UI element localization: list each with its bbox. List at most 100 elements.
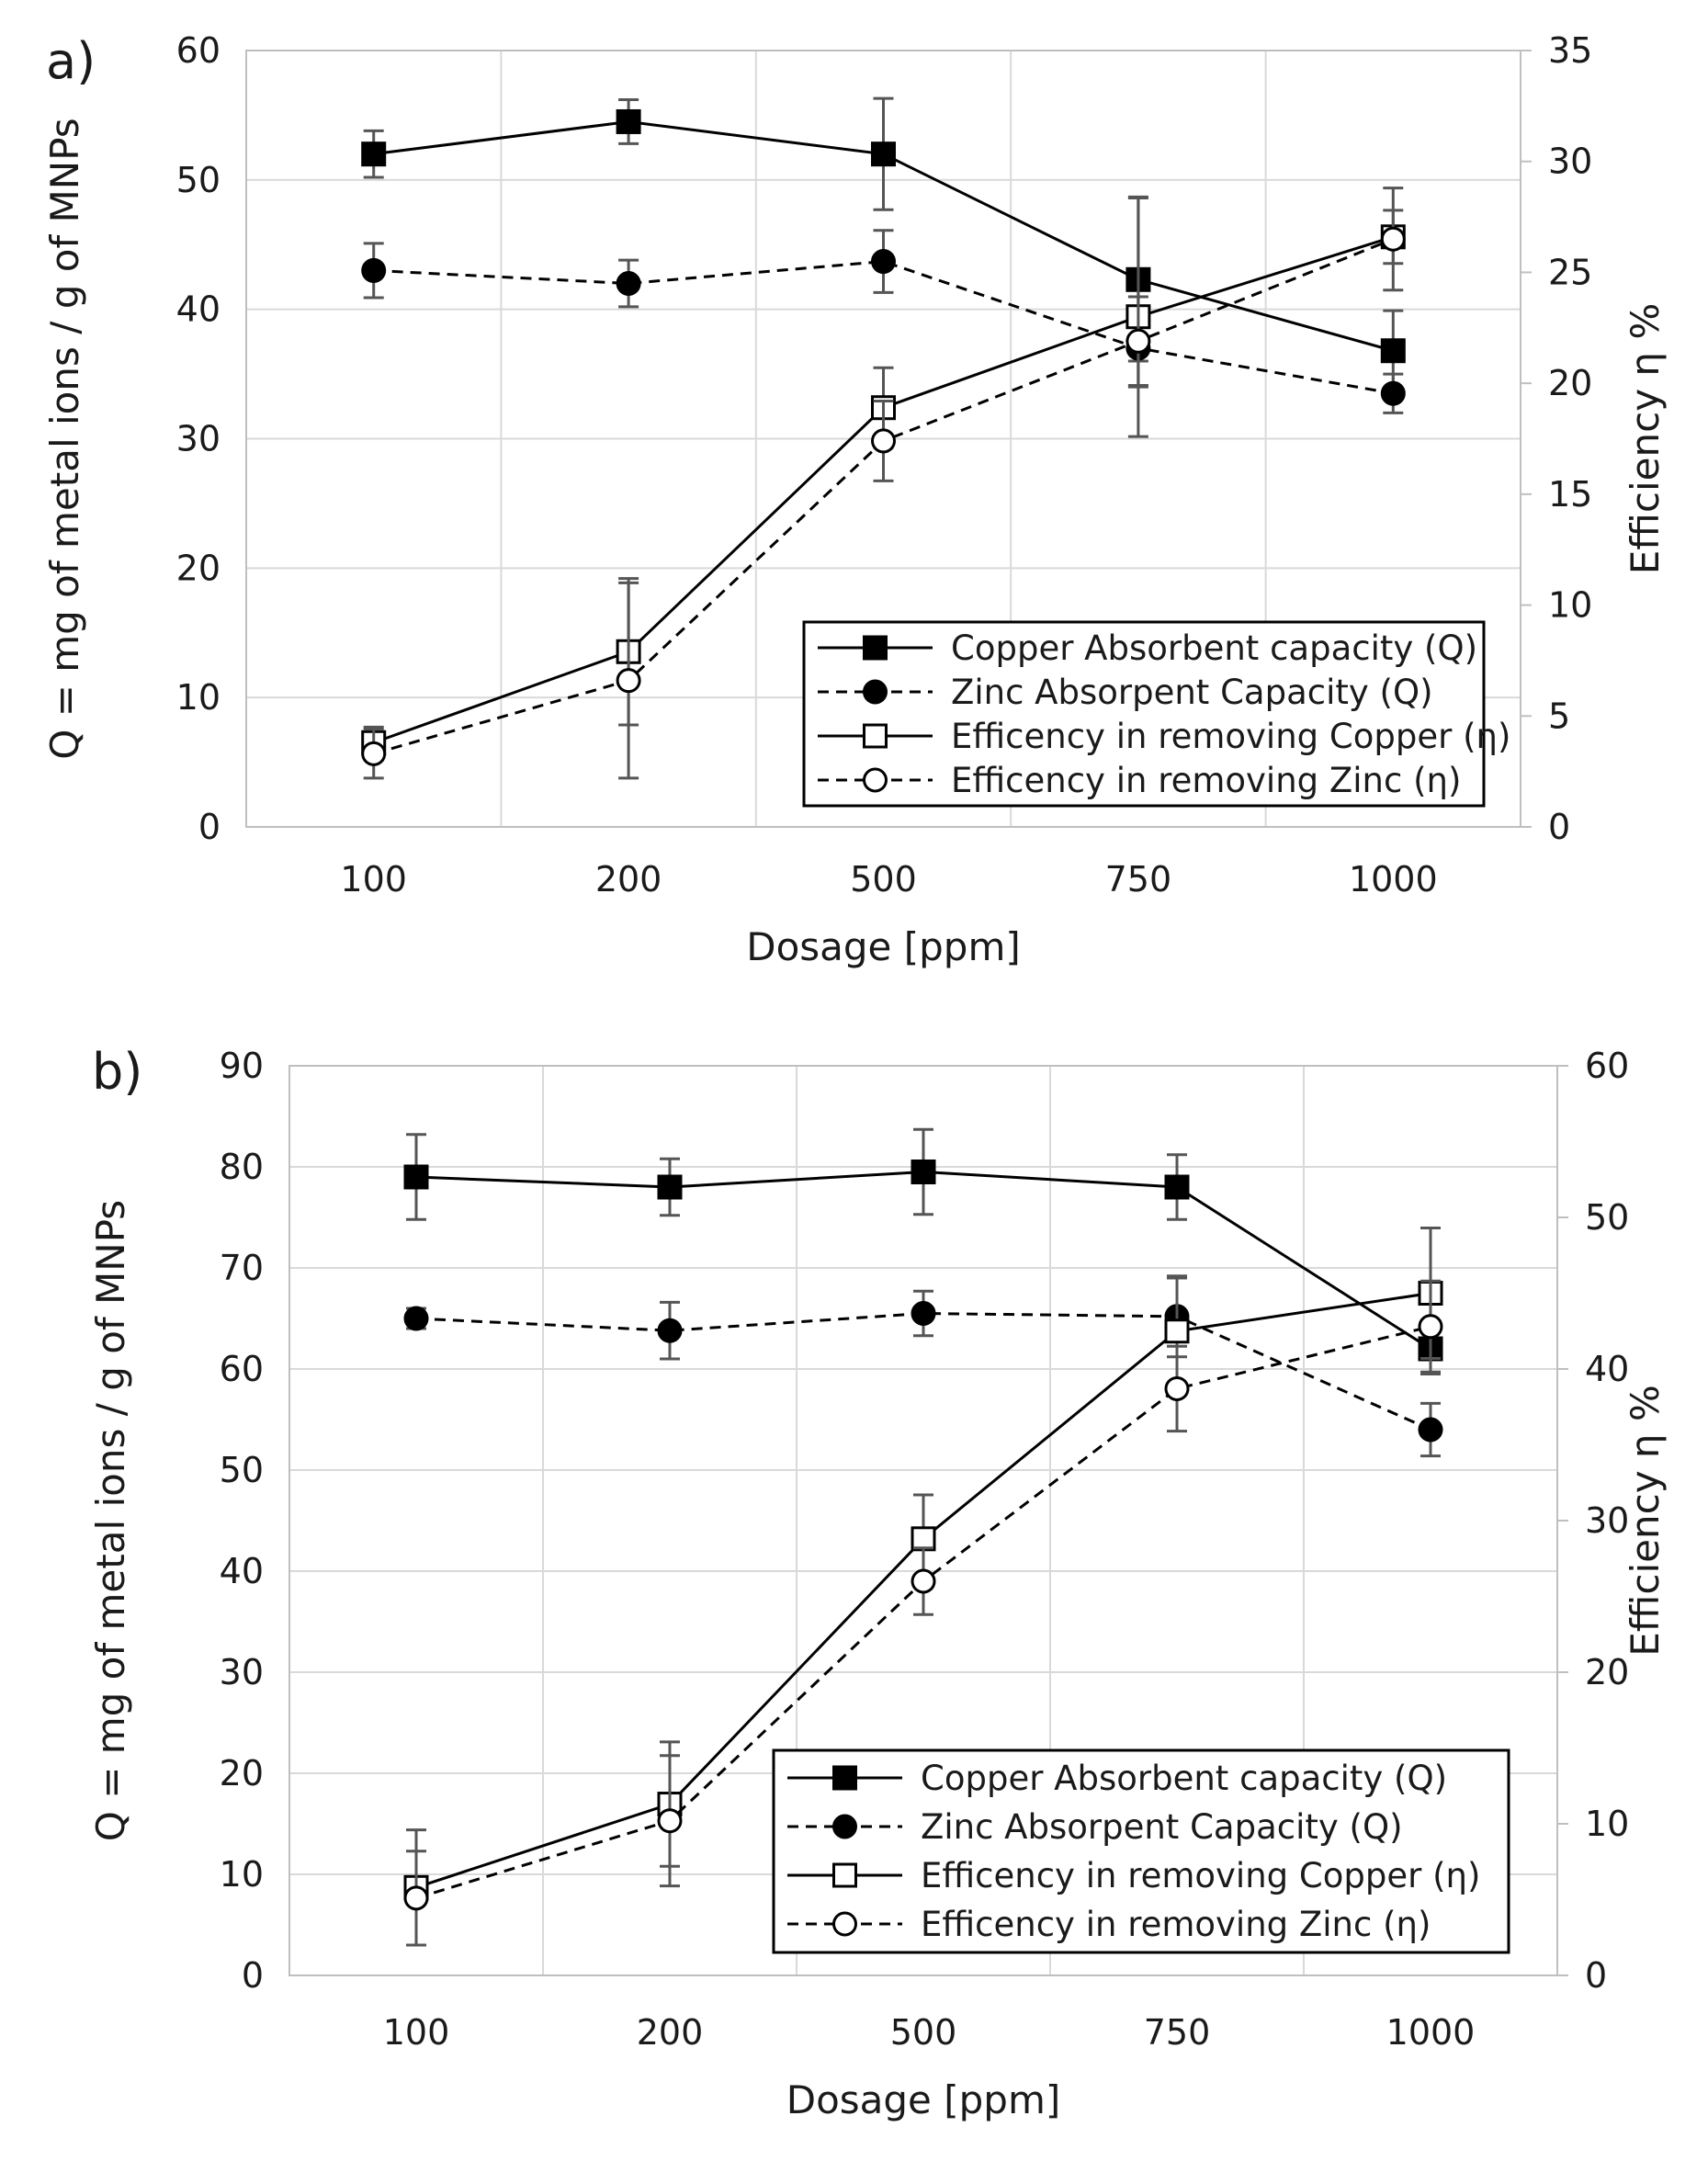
y-tick-label: 60	[176, 30, 221, 71]
legend-marker	[863, 679, 888, 705]
y2-tick-label: 35	[1548, 30, 1592, 71]
legend-marker	[863, 723, 888, 749]
data-point-marker	[403, 1306, 429, 1331]
x-tick-label: 500	[890, 2012, 957, 2053]
y-tick-label: 0	[242, 1955, 264, 1996]
series-0	[403, 1127, 1443, 1375]
legend-marker	[832, 1814, 857, 1839]
y2-tick-label: 5	[1548, 696, 1570, 736]
data-point-marker	[403, 1164, 429, 1190]
y2-tick-label: 60	[1585, 1046, 1629, 1086]
y-tick-label: 50	[220, 1450, 264, 1490]
legend: Copper Absorbent capacity (Q) Zinc Absorp…	[772, 1748, 1510, 1954]
x-tick-label: 750	[1144, 2012, 1211, 2053]
y-tick-label: 30	[220, 1652, 264, 1692]
y2-tick-label: 10	[1548, 585, 1592, 626]
legend-label: Efficency in removing Zinc (η)	[921, 1905, 1431, 1944]
x-tick-label: 200	[637, 2012, 704, 2053]
y-tick-label: 90	[220, 1046, 264, 1086]
legend-label: Copper Absorbent capacity (Q)	[921, 1759, 1447, 1798]
x-tick-label: 100	[340, 859, 407, 899]
y2-tick-label: 30	[1585, 1500, 1629, 1541]
data-point-marker	[361, 741, 387, 766]
series-line	[415, 1311, 1431, 1431]
series-0	[361, 96, 1406, 392]
y2-tick-label: 0	[1585, 1955, 1607, 1996]
legend-marker	[832, 1911, 857, 1937]
y2-axis-label: Efficiency η %	[1623, 1385, 1668, 1657]
y2-tick-label: 30	[1548, 141, 1592, 182]
data-point-marker	[616, 108, 641, 134]
y-tick-label: 10	[220, 1854, 264, 1895]
y-tick-label: 60	[220, 1349, 264, 1389]
data-point-marker	[871, 428, 896, 454]
data-point-marker	[616, 271, 641, 296]
data-point-marker	[616, 668, 641, 694]
x-tick-label: 1000	[1386, 2012, 1476, 2053]
legend-label: Copper Absorbent capacity (Q)	[951, 628, 1477, 668]
chart-panel-a: 0 10 20 30 40 50 60 0 5 10 15 20 25 30 35 100 200 500 750 1…	[42, 30, 1668, 969]
y-tick-label: 20	[220, 1753, 264, 1793]
x-tick-label: 200	[595, 859, 662, 899]
data-point-marker	[657, 1318, 683, 1343]
x-axis-label: Dosage [ppm]	[786, 2077, 1061, 2122]
y-tick-label: 50	[176, 160, 221, 200]
legend-box	[772, 1748, 1510, 1954]
legend-label: Zinc Absorpent Capacity (Q)	[921, 1807, 1403, 1847]
legend: Copper Absorbent capacity (Q) Zinc Absorp…	[802, 620, 1510, 808]
legend-marker	[863, 767, 888, 793]
y2-tick-label: 20	[1585, 1652, 1629, 1692]
y2-tick-label: 15	[1548, 474, 1592, 515]
x-axis-label: Dosage [ppm]	[746, 924, 1021, 969]
y2-tick-label: 50	[1585, 1197, 1629, 1238]
legend-label: Efficency in removing Copper (η)	[921, 1856, 1480, 1895]
series-3	[361, 187, 1406, 780]
legend-box	[802, 620, 1486, 808]
y-tick-label: 30	[176, 419, 221, 459]
y-axis-label: Q = mg of metal ions / g of MNPs	[42, 118, 87, 759]
series-3	[403, 1279, 1443, 1947]
data-point-marker	[1418, 1417, 1443, 1443]
series-1	[361, 229, 1406, 414]
y2-tick-label: 20	[1548, 363, 1592, 403]
panel-label: a)	[46, 32, 96, 90]
x-tick-label: 750	[1105, 859, 1172, 899]
legend-label: Zinc Absorpent Capacity (Q)	[951, 673, 1433, 712]
data-point-marker	[403, 1885, 429, 1911]
legend-label: Efficency in removing Copper (η)	[951, 717, 1510, 756]
data-point-marker	[1380, 226, 1406, 252]
y-tick-label: 20	[176, 548, 221, 588]
legend-marker	[832, 1765, 857, 1791]
data-point-marker	[1164, 1174, 1190, 1200]
data-point-marker	[871, 141, 896, 167]
series-1	[403, 1274, 1443, 1458]
data-point-marker	[911, 1301, 936, 1326]
data-point-marker	[1418, 1314, 1443, 1340]
y2-tick-label: 10	[1585, 1804, 1629, 1844]
panel-label: b)	[92, 1043, 142, 1101]
x-tick-label: 1000	[1349, 859, 1438, 899]
x-tick-label: 100	[383, 2012, 450, 2053]
plot-area-frame	[288, 1065, 1558, 1976]
data-point-marker	[911, 1160, 936, 1184]
series-line	[373, 260, 1394, 395]
data-point-marker	[657, 1174, 683, 1200]
y-tick-label: 10	[176, 677, 221, 718]
y-tick-label: 40	[176, 289, 221, 330]
data-point-marker	[361, 141, 387, 167]
y2-tick-label: 40	[1585, 1349, 1629, 1389]
data-point-marker	[657, 1808, 683, 1834]
data-point-marker	[1380, 380, 1406, 406]
data-point-marker	[911, 1526, 936, 1552]
data-point-marker	[361, 257, 387, 283]
y-tick-label: 70	[220, 1248, 264, 1288]
y-tick-label: 0	[198, 807, 221, 847]
y-tick-label: 80	[220, 1147, 264, 1187]
y2-tick-label: 0	[1548, 807, 1570, 847]
data-point-marker	[1164, 1375, 1190, 1401]
legend-label: Efficency in removing Zinc (η)	[951, 761, 1461, 800]
data-point-marker	[1164, 1318, 1190, 1344]
y2-axis-label: Efficiency η %	[1623, 303, 1668, 575]
plot-area-frame	[245, 50, 1521, 828]
